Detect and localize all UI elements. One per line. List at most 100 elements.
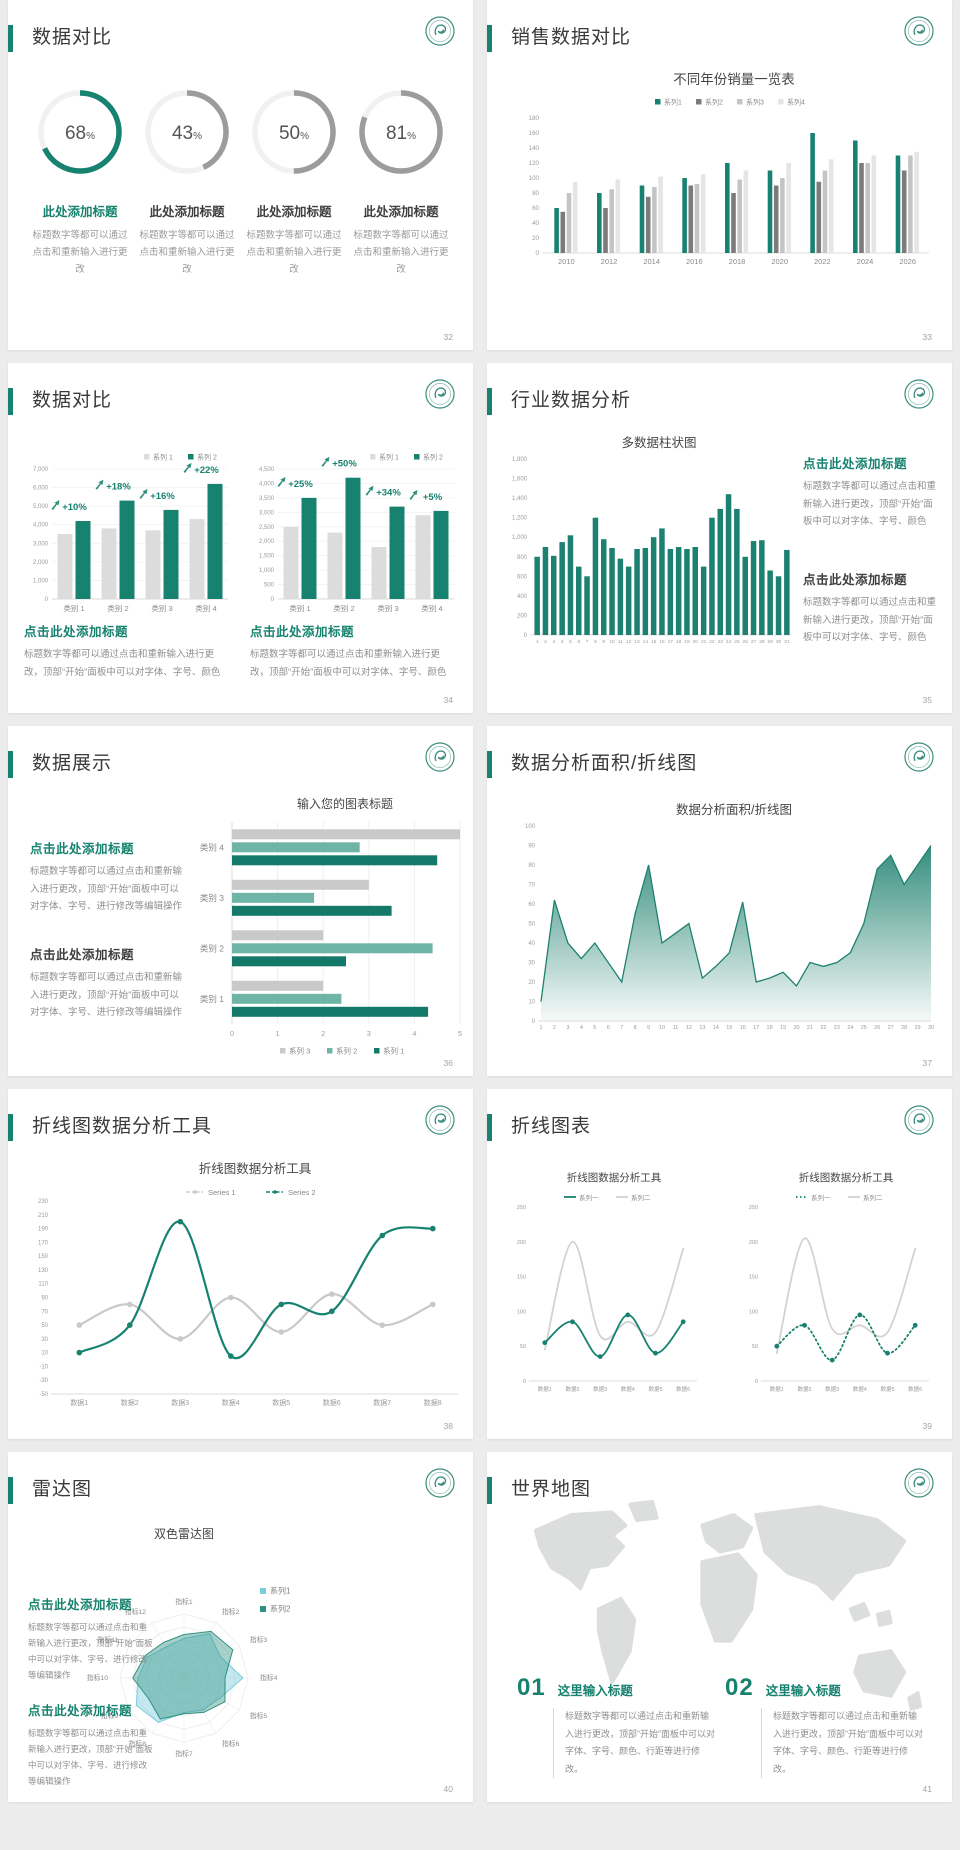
block-heading: 点击此处添加标题: [803, 573, 908, 587]
svg-text:系列二: 系列二: [863, 1193, 883, 1202]
svg-text:数据7: 数据7: [373, 1398, 391, 1407]
svg-text:15: 15: [651, 639, 657, 645]
kpi-heading: 此处添加标题: [42, 205, 118, 219]
svg-text:0: 0: [536, 250, 540, 257]
text-block: 点击此处添加标题 标题数字等都可以通过点击和重新输入进行更改，顶部“开始”面板中可…: [24, 621, 226, 681]
svg-text:8: 8: [634, 1025, 637, 1031]
title-accent-bar: [487, 388, 492, 415]
svg-text:10: 10: [41, 1351, 48, 1357]
svg-text:数据2: 数据2: [121, 1398, 139, 1407]
slide-38[interactable]: 折线图数据分析工具 折线图数据分析工具 Series 1 Series 2 230 21…: [8, 1089, 473, 1439]
brand-logo-icon: [423, 377, 457, 411]
donut-percent: 68%: [65, 123, 95, 144]
svg-text:系列1: 系列1: [270, 1586, 291, 1596]
svg-text:1,200: 1,200: [512, 516, 528, 522]
svg-text:0: 0: [230, 1031, 234, 1038]
svg-text:40: 40: [528, 941, 535, 947]
slide-content: 系列 1 系列 2 0 1,000 2,000 3,000 4,000 5,000 6,000 7…: [8, 363, 473, 713]
svg-text:6: 6: [577, 639, 580, 645]
svg-text:数据6: 数据6: [323, 1398, 341, 1407]
slide-35[interactable]: 行业数据分析 多数据柱状图 0 200 400 600 800 1,000 1,200 1,40…: [487, 363, 952, 713]
svg-text:200: 200: [749, 1240, 758, 1246]
slide-41[interactable]: 世界地图 01 这里输入标题 标题数字等都可以通过点击和重新输入进行更改，顶部“开始…: [487, 1452, 952, 1802]
svg-text:2024: 2024: [857, 257, 874, 266]
svg-text:30: 30: [776, 639, 782, 645]
slide-34[interactable]: 数据对比 系列 1 系列 2 0 1,000 2,000 3,000 4,000 5,000 6…: [8, 363, 473, 713]
world-map: [533, 1499, 922, 1711]
block-body: 标题数字等都可以通过点击和重新输入进行更改，顶部“开始”面板中可以对字体、字号、…: [250, 649, 447, 678]
svg-text:指标6: 指标6: [222, 1739, 240, 1748]
svg-text:400: 400: [517, 594, 528, 600]
donut-percent: 50%: [279, 123, 309, 144]
svg-text:-30: -30: [39, 1378, 48, 1384]
svg-text:2,000: 2,000: [33, 560, 49, 566]
kpi-desc: 标题数字等都可以通过点击和重新输入进行更改: [32, 230, 128, 276]
svg-text:9: 9: [647, 1025, 650, 1031]
page-number: 38: [443, 1421, 453, 1431]
block-body: 标题数字等都可以通过点击和重新输入进行更改，顶部“开始”面板中可以对字体、字号、…: [803, 481, 937, 528]
text-block: 点击此处添加标题 标题数字等都可以通过点击和重新输入进行更改，顶部“开始”面板中可…: [803, 453, 939, 531]
svg-text:+16%: +16%: [150, 491, 175, 502]
kpi-card: 43% 此处添加标题 标题数字等都可以通过点击和重新输入进行更改: [137, 88, 237, 278]
kpi-heading: 此处添加标题: [149, 205, 225, 219]
slide-title: 数据对比: [32, 27, 113, 48]
line-chart: 折线图数据分析工具 Series 1 Series 2 230 210 190 170 150…: [38, 1161, 458, 1407]
svg-text:类别 3: 类别 3: [377, 603, 398, 613]
item-number: 02: [725, 1674, 754, 1701]
svg-text:11: 11: [618, 639, 623, 645]
svg-text:类别 4: 类别 4: [195, 603, 216, 613]
svg-text:5: 5: [458, 1031, 462, 1038]
slide-36[interactable]: 数据展示 输入您的图表标题 0 1 2 3 4 5 类别 4 类别 3 类别 2 类别 1 系列 3 系…: [8, 726, 473, 1076]
svg-text:4,500: 4,500: [259, 467, 275, 473]
page-number: 40: [443, 1784, 453, 1794]
slide-title: 数据对比: [32, 390, 113, 411]
slide-37[interactable]: 数据分析面积/折线图 数据分析面积/折线图 0 10 20 30 40 50 60 70 80 90…: [487, 726, 952, 1076]
page-number: 39: [922, 1421, 932, 1431]
svg-text:折线图数据分析工具: 折线图数据分析工具: [567, 1171, 662, 1184]
svg-text:200: 200: [517, 613, 528, 619]
svg-text:类别 3: 类别 3: [151, 603, 172, 613]
svg-text:+5%: +5%: [423, 492, 443, 503]
svg-text:+25%: +25%: [288, 479, 313, 490]
svg-text:29: 29: [914, 1025, 920, 1031]
svg-text:500: 500: [264, 583, 275, 589]
svg-text:800: 800: [517, 555, 528, 561]
svg-text:5: 5: [569, 639, 572, 645]
svg-text:3: 3: [367, 1031, 371, 1038]
slide-32[interactable]: 数据对比 68% 此处添加标题标题数字等都可以通过点击和重新输入进行更改 43% 此处…: [8, 0, 473, 350]
slide-content: 多数据柱状图 0 200 400 600 800 1,000 1,200 1,400 1,600 1…: [487, 363, 952, 713]
svg-text:+22%: +22%: [194, 465, 219, 476]
svg-text:24: 24: [726, 639, 732, 645]
title-accent-bar: [8, 1477, 13, 1504]
brand-logo-icon: [902, 1466, 936, 1500]
svg-text:+18%: +18%: [106, 482, 131, 493]
svg-text:5,000: 5,000: [33, 504, 49, 510]
svg-text:2,000: 2,000: [259, 539, 275, 545]
block-heading: 点击此处添加标题: [250, 625, 355, 639]
slide-title: 折线图表: [511, 1116, 592, 1137]
slide-33[interactable]: 销售数据对比 不同年份销量一览表 系列1 系列2 系列3 系列4 0 20 40 60 80 100…: [487, 0, 952, 350]
svg-text:11: 11: [673, 1025, 679, 1031]
svg-text:数据1: 数据1: [538, 1385, 552, 1393]
svg-text:数据1: 数据1: [770, 1385, 784, 1393]
svg-text:180: 180: [529, 115, 540, 122]
block-heading: 点击此处添加标题: [30, 948, 135, 962]
svg-text:数据5: 数据5: [880, 1385, 894, 1393]
svg-text:数据3: 数据3: [825, 1385, 839, 1393]
svg-text:15: 15: [726, 1025, 732, 1031]
text-block: 点击此处添加标题 标题数字等都可以通过点击和重新输入进行更改，顶部“开始”面板中可…: [28, 1700, 154, 1790]
block-heading: 点击此处添加标题: [28, 1704, 133, 1718]
svg-text:2022: 2022: [814, 257, 831, 266]
svg-text:20: 20: [532, 235, 539, 242]
slide-content: 双色雷达图 指标1 指标2 指标3 指标4 指标5 指标6 指标7 指标8 指标9 指标10 指标11…: [8, 1452, 473, 1802]
title-accent-bar: [8, 388, 13, 415]
slide-40[interactable]: 雷达图 双色雷达图 指标1 指标2 指标3 指标4 指标5 指标6 指标7 指标8 指标9 指标10…: [8, 1452, 473, 1802]
title-accent-bar: [487, 1477, 492, 1504]
slide-title: 世界地图: [511, 1479, 592, 1500]
svg-text:1,600: 1,600: [512, 477, 528, 483]
slide-39[interactable]: 折线图表 折线图数据分析工具 系列一 系列二 0 50 100 150 200 250 数据1 数据…: [487, 1089, 952, 1439]
